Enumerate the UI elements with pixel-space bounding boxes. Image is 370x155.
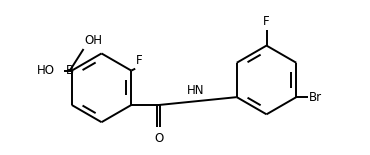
Text: OH: OH xyxy=(84,34,102,47)
Text: F: F xyxy=(263,15,270,28)
Text: Br: Br xyxy=(309,91,322,104)
Text: O: O xyxy=(154,131,164,144)
Text: F: F xyxy=(136,54,143,67)
Text: HO: HO xyxy=(36,64,54,77)
Text: B: B xyxy=(66,64,74,77)
Text: HN: HN xyxy=(187,84,205,97)
